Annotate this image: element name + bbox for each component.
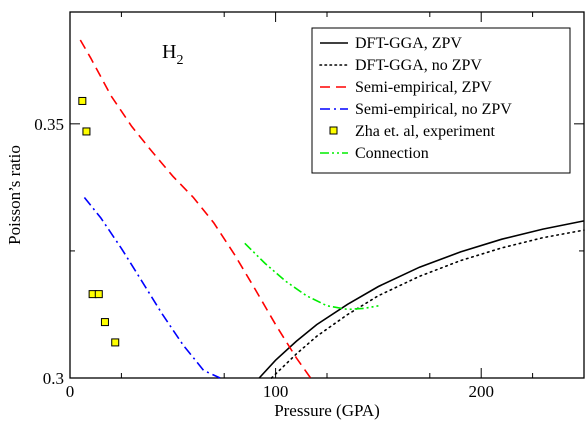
series-semi-empirical-zpv xyxy=(79,39,312,379)
y-tick-label: 0.3 xyxy=(43,369,64,388)
point-zha-et-al-experiment xyxy=(100,318,109,327)
legend-label-connection: Connection xyxy=(355,145,429,162)
x-tick-label: 0 xyxy=(66,382,75,401)
x-axis-label: Pressure (GPA) xyxy=(274,401,380,420)
legend-box xyxy=(311,27,571,174)
legend-label-dft-gga-zpv: DFT-GGA, ZPV xyxy=(355,35,462,52)
point-zha-et-al-experiment xyxy=(111,338,120,347)
point-zha-et-al-experiment xyxy=(78,96,87,105)
point-zha-et-al-experiment xyxy=(82,127,91,136)
y-tick-label: 0.35 xyxy=(34,115,64,134)
legend-label-semi-empirical-no-zpv: Semi-empirical, no ZPV xyxy=(355,101,512,118)
legend-label-zha-et-al-experiment: Zha et. al, experiment xyxy=(355,123,495,140)
point-zha-et-al-experiment xyxy=(94,290,103,299)
y-axis-label: Poisson’s ratio xyxy=(5,145,24,245)
series-layer xyxy=(78,39,585,379)
legend-label-dft-gga-no-zpv: DFT-GGA, no ZPV xyxy=(355,57,482,74)
x-tick-label: 200 xyxy=(468,382,494,401)
series-connection xyxy=(244,242,379,311)
annotation-subscript: 2 xyxy=(176,53,183,68)
ticks-layer: 0 100 200 0.3 0.35 xyxy=(34,12,584,401)
legend-label-semi-empirical-zpv: Semi-empirical, ZPV xyxy=(355,79,492,96)
series-semi-empirical-no-zpv xyxy=(83,196,221,379)
h2-annotation: H2 xyxy=(162,41,183,68)
x-tick-label: 100 xyxy=(263,382,289,401)
annotation-main: H xyxy=(162,41,176,63)
legend-swatch-zha-et-al-experiment xyxy=(329,126,338,135)
legend: DFT-GGA, ZPV DFT-GGA, no ZPV Semi-empirica… xyxy=(311,27,571,174)
